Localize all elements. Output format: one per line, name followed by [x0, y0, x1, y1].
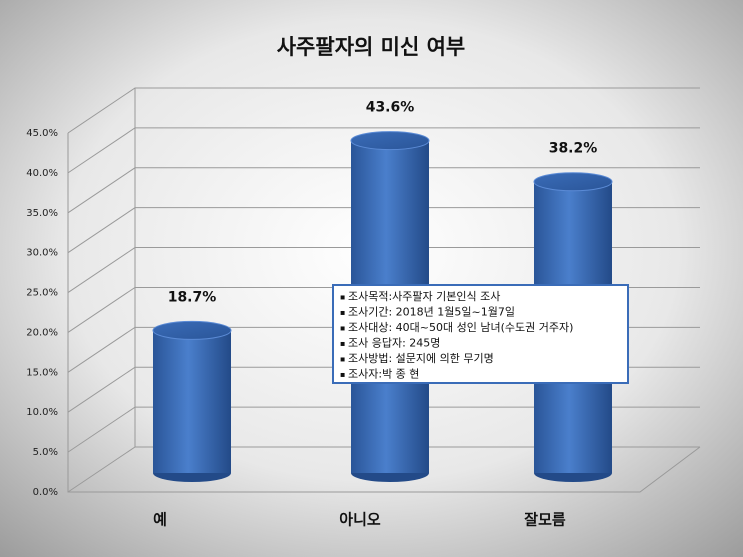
- y-tick-label: 20.0%: [26, 327, 58, 338]
- y-tick-label: 40.0%: [26, 168, 58, 179]
- x-tick-label: 잘모름: [524, 511, 566, 529]
- bar: [153, 330, 231, 473]
- info-box: [332, 284, 629, 384]
- grid-line: [67, 446, 700, 493]
- info-bullet: ▪: [340, 324, 345, 333]
- info-line: 조사방법: 설문지에 의한 무기명: [348, 352, 494, 365]
- info-bullet: ▪: [340, 308, 345, 317]
- bar-top: [152, 320, 232, 340]
- grid-line: [67, 207, 700, 254]
- y-tick-label: 25.0%: [26, 288, 58, 299]
- grid-line: [67, 406, 700, 453]
- info-bullet: ▪: [340, 293, 345, 302]
- grid-line: [67, 167, 700, 214]
- y-tick-label: 5.0%: [33, 447, 58, 458]
- bar-top: [350, 131, 430, 151]
- y-tick-label: 45.0%: [26, 128, 58, 139]
- grid-line: [67, 247, 700, 293]
- info-line: 조사자:박 종 현: [348, 368, 419, 381]
- info-line: 조사대상: 40대~50대 성인 남녀(수도권 거주자): [348, 321, 573, 334]
- y-tick-label: 10.0%: [26, 407, 58, 418]
- y-tick-label: 35.0%: [26, 208, 58, 219]
- x-tick-label: 예: [153, 511, 167, 529]
- data-label: 38.2%: [549, 141, 598, 157]
- chart-title: 사주팔자의 미신 여부: [277, 35, 466, 59]
- info-line: 조사기간: 2018년 1월5일~1월7일: [348, 305, 515, 319]
- grid-line: [67, 127, 700, 174]
- data-label: 18.7%: [168, 289, 217, 305]
- info-bullet: ▪: [340, 339, 345, 348]
- info-bullet: ▪: [340, 370, 345, 379]
- y-tick-label: 15.0%: [26, 367, 58, 378]
- bar-top: [533, 172, 613, 192]
- info-bullet: ▪: [340, 355, 345, 364]
- grid-line: [67, 87, 700, 134]
- axis-line: [67, 133, 701, 493]
- y-tick-label: 30.0%: [26, 248, 58, 259]
- y-tick-label: 0.0%: [33, 487, 58, 498]
- info-line: 조사목적:사주팔자 기본인식 조사: [348, 290, 500, 303]
- info-line: 조사 응답자: 245명: [348, 337, 440, 350]
- data-label: 43.6%: [366, 100, 415, 116]
- x-tick-label: 아니오: [339, 511, 381, 529]
